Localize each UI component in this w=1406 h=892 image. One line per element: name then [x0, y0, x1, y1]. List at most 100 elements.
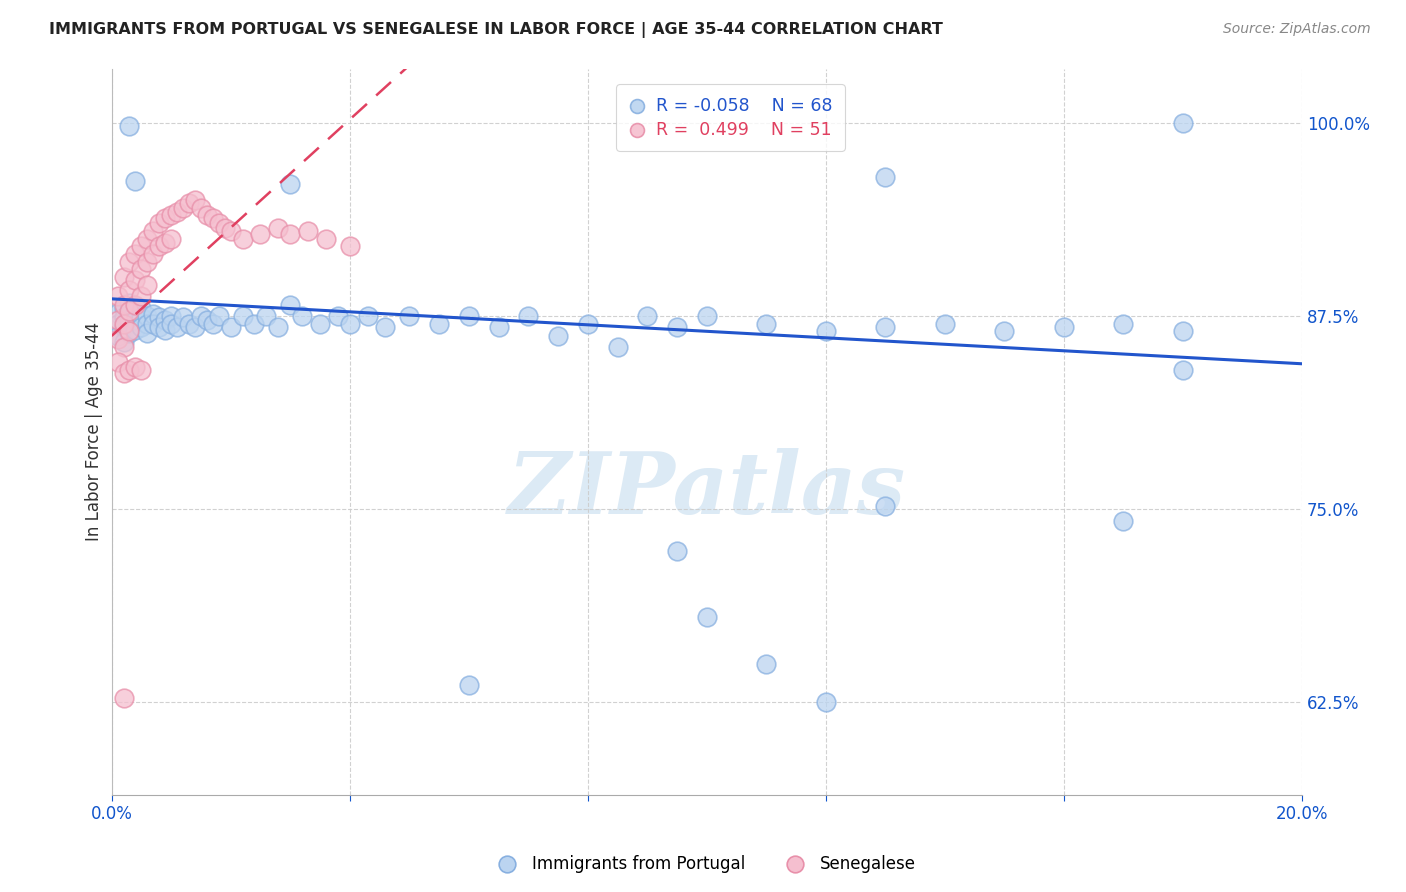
Point: [131, 310, 153, 325]
Point: [112, 270, 135, 285]
Point: [875, 169, 897, 184]
Point: [278, 298, 301, 312]
Point: [142, 307, 165, 321]
Point: [131, 363, 153, 377]
Point: [148, 319, 170, 334]
Point: [107, 289, 129, 303]
Point: [124, 174, 146, 188]
Text: ZIPatlas: ZIPatlas: [508, 448, 905, 532]
Point: [696, 309, 718, 323]
Point: [160, 208, 183, 222]
Point: [243, 317, 266, 331]
Point: [267, 220, 290, 235]
Point: [166, 319, 188, 334]
Point: [153, 211, 176, 226]
Point: [636, 309, 658, 323]
Point: [124, 304, 146, 318]
Point: [107, 306, 129, 320]
Point: [875, 499, 897, 513]
Point: [315, 231, 337, 245]
Point: [177, 196, 200, 211]
Point: [309, 317, 332, 331]
Point: [1053, 319, 1076, 334]
Point: [427, 317, 450, 331]
Point: [160, 309, 183, 323]
Point: [131, 319, 153, 334]
Point: [195, 313, 218, 327]
Point: [457, 678, 479, 692]
Point: [666, 544, 689, 558]
Text: Source: ZipAtlas.com: Source: ZipAtlas.com: [1223, 22, 1371, 37]
Point: [124, 298, 146, 312]
Point: [148, 216, 170, 230]
Point: [993, 324, 1015, 338]
Point: [326, 309, 349, 323]
Point: [254, 309, 277, 323]
Point: [1171, 324, 1194, 338]
Point: [136, 254, 159, 268]
Point: [398, 309, 420, 323]
Point: [195, 208, 218, 222]
Point: [112, 310, 135, 325]
Point: [278, 227, 301, 241]
Point: [124, 323, 146, 337]
Point: [118, 363, 141, 377]
Point: [142, 317, 165, 331]
Point: [184, 319, 207, 334]
Point: [107, 329, 129, 343]
Point: [356, 309, 378, 323]
Point: [136, 309, 159, 323]
Point: [136, 231, 159, 245]
Point: [107, 355, 129, 369]
Point: [1171, 115, 1194, 129]
Point: [118, 283, 141, 297]
Point: [814, 695, 837, 709]
Point: [755, 657, 778, 671]
Point: [190, 309, 212, 323]
Point: [1112, 317, 1135, 331]
Point: [118, 304, 141, 318]
Point: [267, 319, 290, 334]
Point: [1171, 363, 1194, 377]
Point: [457, 309, 479, 323]
Point: [118, 254, 141, 268]
Point: [112, 340, 135, 354]
Point: [249, 227, 271, 241]
Point: [201, 211, 224, 226]
Point: [124, 273, 146, 287]
Point: [118, 324, 141, 338]
Point: [131, 289, 153, 303]
Point: [112, 366, 135, 380]
Point: [339, 239, 361, 253]
Point: [488, 319, 510, 334]
Point: [112, 317, 135, 331]
Point: [118, 119, 141, 133]
Point: [136, 277, 159, 292]
Point: [136, 326, 159, 340]
Point: [124, 313, 146, 327]
Point: [201, 317, 224, 331]
Legend: Immigrants from Portugal, Senegalese: Immigrants from Portugal, Senegalese: [484, 848, 922, 880]
Point: [131, 239, 153, 253]
Point: [112, 690, 135, 705]
Point: [118, 307, 141, 321]
Point: [112, 335, 135, 350]
Point: [177, 317, 200, 331]
Point: [148, 239, 170, 253]
Point: [297, 224, 319, 238]
Point: [232, 309, 254, 323]
Point: [153, 323, 176, 337]
Point: [696, 610, 718, 624]
Point: [219, 319, 242, 334]
Point: [814, 324, 837, 338]
Point: [107, 332, 129, 346]
Point: [131, 262, 153, 277]
Point: [875, 319, 897, 334]
Point: [219, 224, 242, 238]
Point: [1112, 515, 1135, 529]
Point: [160, 231, 183, 245]
Legend: R = -0.058    N = 68, R =  0.499    N = 51: R = -0.058 N = 68, R = 0.499 N = 51: [616, 85, 845, 151]
Point: [142, 224, 165, 238]
Point: [278, 178, 301, 192]
Point: [124, 359, 146, 374]
